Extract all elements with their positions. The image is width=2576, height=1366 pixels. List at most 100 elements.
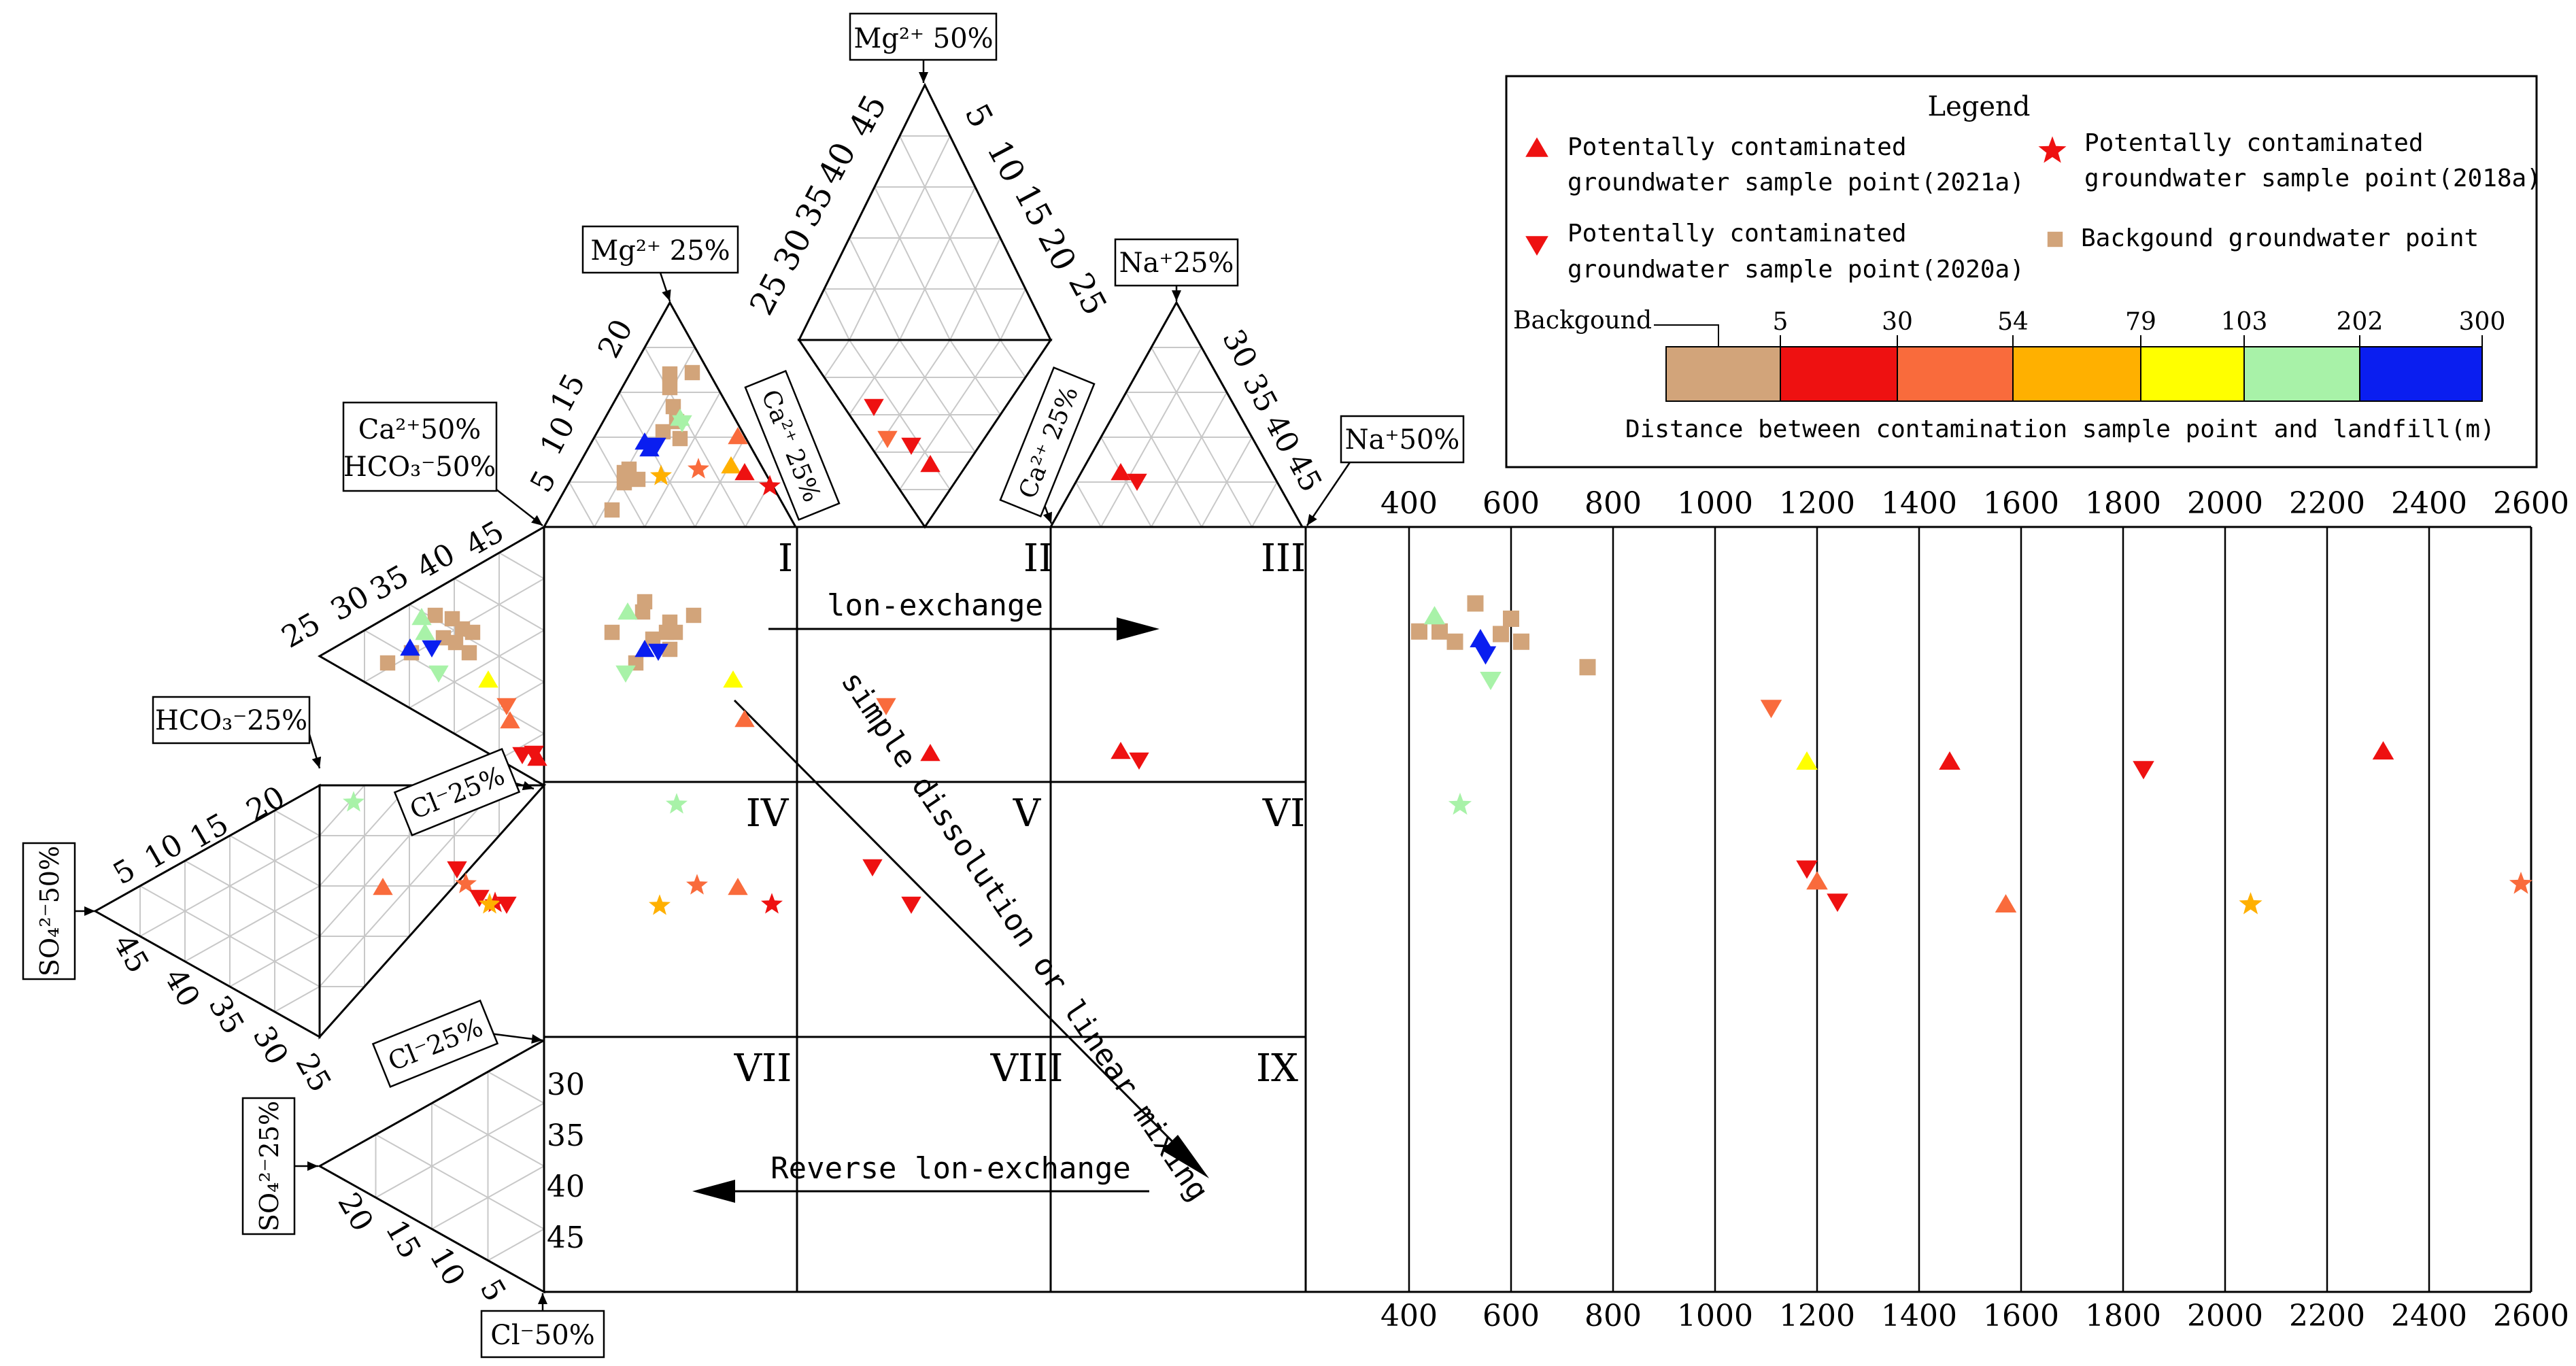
- piper-sample-star: [761, 893, 783, 914]
- mg50-box: [849, 12, 998, 61]
- na50-pointer-head: [1307, 513, 1317, 526]
- scale-tick-label: 5: [1773, 308, 1789, 336]
- distance-point-22: [2239, 892, 2263, 915]
- so4-50-box: [22, 842, 76, 980]
- distance-tick-top: 2000: [2187, 486, 2263, 521]
- distance-tick-bottom: 2200: [2289, 1299, 2365, 1333]
- hco3-upper-triangle-gridline: [498, 552, 545, 579]
- piper-sample-triangle-up: [500, 711, 520, 729]
- reverse-ion-exchange-arrowhead: [692, 1180, 735, 1203]
- piper-sample-triangle-up: [728, 878, 748, 895]
- diamond-left-tick: 45: [841, 88, 894, 143]
- main-grid-frame: [543, 526, 1307, 1293]
- piper-sample-square: [616, 475, 632, 491]
- simple-dissolution-arrowhead: [1162, 1135, 1209, 1178]
- piper-sample-square: [637, 594, 653, 610]
- mg-triangle-gridline: [619, 392, 696, 528]
- piper-sample-square: [447, 634, 464, 651]
- scale-tick-label: 300: [2459, 308, 2506, 336]
- piper-sample-square: [645, 631, 661, 647]
- cl-axis-tick: 40: [547, 1169, 585, 1204]
- distance-tick-bottom: 2400: [2391, 1299, 2467, 1333]
- region-label-ix: IX: [1256, 1046, 1298, 1091]
- na50-pointer: [1306, 462, 1351, 526]
- mg-tick: 15: [544, 368, 592, 417]
- piper-sample-triangle-up: [1111, 742, 1131, 759]
- na25-pointer-head: [1172, 290, 1181, 301]
- legend-item-backgound: Backgound groundwater point: [2081, 224, 2479, 252]
- scale-tick-label: 202: [2337, 308, 2384, 336]
- piper-sample-square: [604, 502, 620, 518]
- piper-sample-triangle-up: [478, 670, 498, 688]
- distance-tick-bottom: 600: [1482, 1299, 1540, 1333]
- region-label-vii: VII: [734, 1046, 792, 1091]
- mg25-label: Mg²⁺ 25%: [590, 235, 730, 267]
- so4-25-pointer-head: [307, 1161, 318, 1171]
- region-label-ii: II: [1023, 536, 1053, 581]
- distance-tick-top: 2200: [2289, 486, 2365, 521]
- so4-lower-triangle-gridline: [139, 885, 320, 987]
- piper-sample-square: [662, 379, 678, 396]
- na-triangle-gridline: [1100, 347, 1202, 528]
- diamond-left-tick: 25: [743, 267, 796, 321]
- distance-point-8: [1423, 606, 1446, 625]
- na-triangle-gridline: [1125, 392, 1202, 528]
- na-tick: 30: [1215, 324, 1264, 373]
- piper-sample-triangle-down: [1129, 752, 1149, 770]
- region-label-iv: IV: [746, 791, 790, 836]
- distance-point-17: [1448, 792, 1472, 815]
- ca50-label: Ca²⁺50%: [358, 414, 481, 445]
- distance-tick-top: 1000: [1677, 486, 1753, 521]
- diamond-right-tick: 15: [1006, 178, 1060, 233]
- diamond-right-tick: 25: [1061, 267, 1114, 321]
- ca50-pointer-head: [531, 515, 543, 526]
- hco3-25-box: [152, 696, 311, 745]
- so4-lower-tick: 30: [245, 1021, 294, 1071]
- hco3-upper-tick: 35: [365, 558, 415, 607]
- legend-marker-2018: [2038, 136, 2067, 163]
- scale-tick-label: 30: [1882, 308, 1913, 336]
- piper-sample-triangle-up: [373, 878, 393, 895]
- diagram-frame-layer: [75, 60, 2532, 1311]
- piper-sample-square: [672, 430, 688, 447]
- so4-lower-tick: 35: [201, 990, 250, 1040]
- diamond-lower-gridline: [899, 339, 976, 453]
- piper-sample-triangle-up: [728, 427, 748, 445]
- hco3-upper-triangle-gridline: [364, 630, 545, 734]
- legend-backgound-leader: [1654, 324, 1719, 347]
- piper-sample-triangle-up: [920, 455, 940, 473]
- distance-point-14: [1939, 751, 1961, 770]
- piper-sample-triangle-up: [617, 602, 638, 620]
- scale-segment-d79_103: [2140, 346, 2245, 402]
- diamond-lower-gridline: [1000, 339, 1026, 378]
- piper-sample-triangle-down: [496, 896, 517, 914]
- hco3-25-pointer-head: [311, 756, 322, 768]
- cl50-box: [480, 1310, 605, 1359]
- hco3-lower-tick: 10: [139, 827, 189, 876]
- legend: Legend Potentally contaminated groundwat…: [1505, 75, 2541, 468]
- distance-tick-bottom: 1200: [1779, 1299, 1855, 1333]
- na-triangle-gridline: [1151, 392, 1227, 528]
- diamond-upper-outline: [797, 82, 1053, 341]
- cl-triangle-gridline: [488, 1071, 545, 1104]
- piper-sample-triangle-down: [1127, 473, 1147, 491]
- na-triangle-gridline: [1251, 481, 1278, 528]
- piper-sample-star: [688, 458, 709, 479]
- piper-sample-triangle-up: [734, 463, 755, 481]
- distance-point-18: [1796, 860, 1818, 879]
- distance-tick-bottom: 1600: [1983, 1299, 2059, 1333]
- legend-title: Legend: [1928, 91, 2031, 122]
- piper-sample-triangle-down: [864, 398, 884, 416]
- distance-point-6: [1513, 633, 1529, 650]
- na-triangle-outline: [1049, 300, 1304, 528]
- distance-tick-bottom: 2000: [2187, 1299, 2263, 1333]
- piper-sample-triangle-down: [524, 745, 544, 763]
- scale-segment-backgound: [1665, 346, 1781, 402]
- ion-exchange-arrowhead: [1117, 617, 1159, 641]
- distance-tick-top: 800: [1584, 486, 1642, 521]
- piper-sample-triangle-down: [615, 665, 636, 683]
- mg50-label: Mg²⁺ 50%: [853, 23, 993, 54]
- scale-segment-d30_54: [1897, 346, 2014, 402]
- axis-callouts: Mg²⁺ 50% Mg²⁺ 25% Na⁺25% Na⁺50% Ca²⁺50% …: [22, 12, 1465, 1359]
